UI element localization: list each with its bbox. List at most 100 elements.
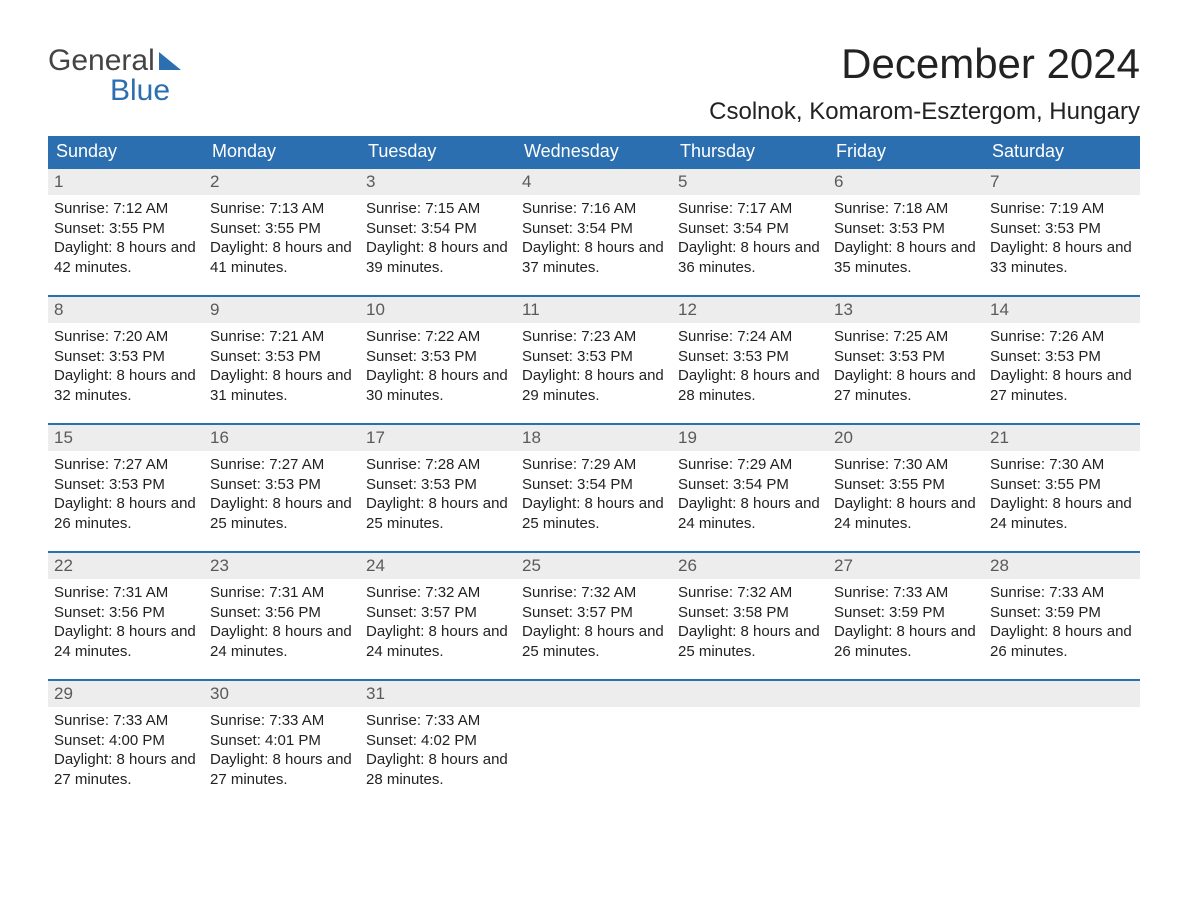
day-wrap: 21Sunrise: 7:30 AMSunset: 3:55 PMDayligh… [984,423,1140,543]
sunrise-line: Sunrise: 7:33 AM [210,711,354,731]
day-number: 18 [516,425,672,451]
day-number: 27 [828,553,984,579]
day-body: Sunrise: 7:20 AMSunset: 3:53 PMDaylight:… [48,323,204,415]
calendar-cell: 7Sunrise: 7:19 AMSunset: 3:53 PMDaylight… [984,167,1140,295]
sunrise-line: Sunrise: 7:33 AM [366,711,510,731]
day-number: 12 [672,297,828,323]
day-wrap: 15Sunrise: 7:27 AMSunset: 3:53 PMDayligh… [48,423,204,543]
daylight-line: Daylight: 8 hours and 26 minutes. [990,622,1134,661]
day-wrap: 23Sunrise: 7:31 AMSunset: 3:56 PMDayligh… [204,551,360,671]
day-body: Sunrise: 7:19 AMSunset: 3:53 PMDaylight:… [984,195,1140,287]
sunset-line: Sunset: 3:53 PM [834,219,978,239]
calendar-cell [516,679,672,807]
calendar-cell: 27Sunrise: 7:33 AMSunset: 3:59 PMDayligh… [828,551,984,679]
sunrise-line: Sunrise: 7:32 AM [678,583,822,603]
day-number: 1 [48,169,204,195]
day-wrap: 18Sunrise: 7:29 AMSunset: 3:54 PMDayligh… [516,423,672,543]
calendar-cell: 30Sunrise: 7:33 AMSunset: 4:01 PMDayligh… [204,679,360,807]
day-wrap: 27Sunrise: 7:33 AMSunset: 3:59 PMDayligh… [828,551,984,671]
day-body: Sunrise: 7:13 AMSunset: 3:55 PMDaylight:… [204,195,360,287]
sunrise-line: Sunrise: 7:28 AM [366,455,510,475]
day-wrap: 28Sunrise: 7:33 AMSunset: 3:59 PMDayligh… [984,551,1140,671]
sunset-line: Sunset: 3:55 PM [834,475,978,495]
day-wrap: 22Sunrise: 7:31 AMSunset: 3:56 PMDayligh… [48,551,204,671]
sunset-line: Sunset: 3:54 PM [522,475,666,495]
sunset-line: Sunset: 3:53 PM [366,347,510,367]
day-body: Sunrise: 7:32 AMSunset: 3:57 PMDaylight:… [516,579,672,671]
day-number: 8 [48,297,204,323]
sunset-line: Sunset: 3:58 PM [678,603,822,623]
calendar-week-row: 15Sunrise: 7:27 AMSunset: 3:53 PMDayligh… [48,423,1140,551]
day-number: 10 [360,297,516,323]
sunrise-line: Sunrise: 7:23 AM [522,327,666,347]
daylight-line: Daylight: 8 hours and 33 minutes. [990,238,1134,277]
day-number-empty [828,681,984,707]
sunrise-line: Sunrise: 7:29 AM [678,455,822,475]
sunset-line: Sunset: 3:53 PM [210,475,354,495]
day-wrap-empty [984,679,1140,707]
day-body: Sunrise: 7:16 AMSunset: 3:54 PMDaylight:… [516,195,672,287]
day-number: 23 [204,553,360,579]
calendar-cell [828,679,984,807]
day-header-thursday: Thursday [672,136,828,167]
sunrise-line: Sunrise: 7:22 AM [366,327,510,347]
title-block: December 2024 Csolnok, Komarom-Esztergom… [709,40,1140,126]
daylight-line: Daylight: 8 hours and 25 minutes. [522,494,666,533]
calendar-cell: 18Sunrise: 7:29 AMSunset: 3:54 PMDayligh… [516,423,672,551]
day-number: 20 [828,425,984,451]
day-number: 6 [828,169,984,195]
daylight-line: Daylight: 8 hours and 27 minutes. [990,366,1134,405]
day-wrap: 13Sunrise: 7:25 AMSunset: 3:53 PMDayligh… [828,295,984,415]
day-wrap: 31Sunrise: 7:33 AMSunset: 4:02 PMDayligh… [360,679,516,799]
daylight-line: Daylight: 8 hours and 30 minutes. [366,366,510,405]
day-body: Sunrise: 7:22 AMSunset: 3:53 PMDaylight:… [360,323,516,415]
sunset-line: Sunset: 3:53 PM [54,347,198,367]
daylight-line: Daylight: 8 hours and 24 minutes. [54,622,198,661]
calendar-cell: 31Sunrise: 7:33 AMSunset: 4:02 PMDayligh… [360,679,516,807]
calendar-week-row: 8Sunrise: 7:20 AMSunset: 3:53 PMDaylight… [48,295,1140,423]
day-number: 26 [672,553,828,579]
daylight-line: Daylight: 8 hours and 41 minutes. [210,238,354,277]
calendar-cell: 22Sunrise: 7:31 AMSunset: 3:56 PMDayligh… [48,551,204,679]
daylight-line: Daylight: 8 hours and 25 minutes. [678,622,822,661]
sunrise-line: Sunrise: 7:17 AM [678,199,822,219]
calendar-cell: 1Sunrise: 7:12 AMSunset: 3:55 PMDaylight… [48,167,204,295]
calendar-cell: 9Sunrise: 7:21 AMSunset: 3:53 PMDaylight… [204,295,360,423]
day-wrap: 30Sunrise: 7:33 AMSunset: 4:01 PMDayligh… [204,679,360,799]
day-wrap: 19Sunrise: 7:29 AMSunset: 3:54 PMDayligh… [672,423,828,543]
daylight-line: Daylight: 8 hours and 42 minutes. [54,238,198,277]
daylight-line: Daylight: 8 hours and 28 minutes. [366,750,510,789]
day-body: Sunrise: 7:23 AMSunset: 3:53 PMDaylight:… [516,323,672,415]
sunset-line: Sunset: 3:53 PM [834,347,978,367]
day-body: Sunrise: 7:24 AMSunset: 3:53 PMDaylight:… [672,323,828,415]
daylight-line: Daylight: 8 hours and 36 minutes. [678,238,822,277]
calendar-cell: 12Sunrise: 7:24 AMSunset: 3:53 PMDayligh… [672,295,828,423]
sunset-line: Sunset: 3:53 PM [366,475,510,495]
sunrise-line: Sunrise: 7:25 AM [834,327,978,347]
sunrise-line: Sunrise: 7:32 AM [522,583,666,603]
day-body: Sunrise: 7:26 AMSunset: 3:53 PMDaylight:… [984,323,1140,415]
day-number: 19 [672,425,828,451]
calendar-week-row: 29Sunrise: 7:33 AMSunset: 4:00 PMDayligh… [48,679,1140,807]
sunset-line: Sunset: 3:54 PM [522,219,666,239]
day-wrap: 24Sunrise: 7:32 AMSunset: 3:57 PMDayligh… [360,551,516,671]
daylight-line: Daylight: 8 hours and 26 minutes. [834,622,978,661]
day-body: Sunrise: 7:30 AMSunset: 3:55 PMDaylight:… [984,451,1140,543]
day-wrap: 10Sunrise: 7:22 AMSunset: 3:53 PMDayligh… [360,295,516,415]
day-wrap: 7Sunrise: 7:19 AMSunset: 3:53 PMDaylight… [984,167,1140,287]
day-number: 30 [204,681,360,707]
day-body: Sunrise: 7:29 AMSunset: 3:54 PMDaylight:… [516,451,672,543]
calendar-body: 1Sunrise: 7:12 AMSunset: 3:55 PMDaylight… [48,167,1140,807]
daylight-line: Daylight: 8 hours and 24 minutes. [990,494,1134,533]
calendar-cell: 28Sunrise: 7:33 AMSunset: 3:59 PMDayligh… [984,551,1140,679]
calendar-cell: 4Sunrise: 7:16 AMSunset: 3:54 PMDaylight… [516,167,672,295]
daylight-line: Daylight: 8 hours and 27 minutes. [54,750,198,789]
sunset-line: Sunset: 3:53 PM [522,347,666,367]
daylight-line: Daylight: 8 hours and 25 minutes. [210,494,354,533]
calendar-cell: 24Sunrise: 7:32 AMSunset: 3:57 PMDayligh… [360,551,516,679]
day-body: Sunrise: 7:33 AMSunset: 4:00 PMDaylight:… [48,707,204,799]
calendar-cell: 25Sunrise: 7:32 AMSunset: 3:57 PMDayligh… [516,551,672,679]
month-title: December 2024 [709,40,1140,88]
day-body: Sunrise: 7:15 AMSunset: 3:54 PMDaylight:… [360,195,516,287]
day-body: Sunrise: 7:17 AMSunset: 3:54 PMDaylight:… [672,195,828,287]
